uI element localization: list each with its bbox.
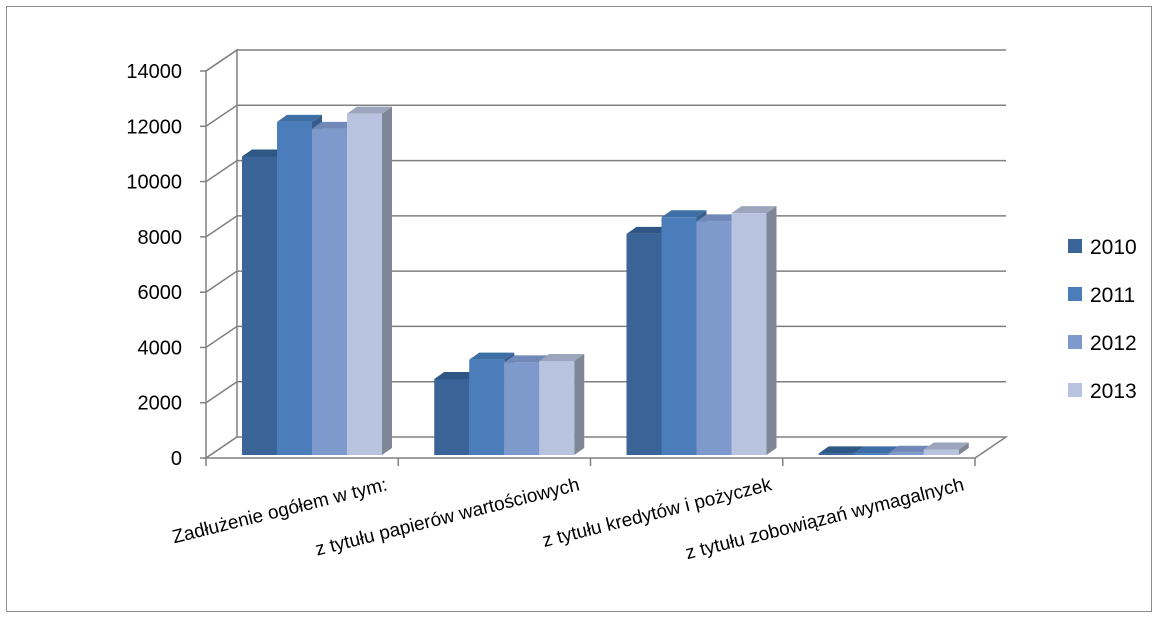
- gridline: [205, 159, 1006, 183]
- bar-2013-2: [731, 213, 767, 455]
- bar-top: [818, 446, 864, 454]
- bar-side: [574, 354, 585, 455]
- bar-top: [888, 445, 934, 453]
- bar-2012-0: [312, 128, 347, 456]
- bar-top: [731, 206, 777, 214]
- bar-2010-0: [242, 156, 277, 455]
- bar-top: [853, 446, 899, 454]
- bar-2012-3: [888, 452, 924, 455]
- bar-top: [696, 214, 742, 222]
- bar-2010-2: [626, 233, 662, 455]
- legend-label: 2012: [1090, 332, 1137, 355]
- gridline: [205, 104, 1006, 127]
- legend-swatch: [1068, 287, 1082, 301]
- side-wall: [205, 48, 238, 460]
- y-tick-label: 0: [171, 448, 182, 470]
- bar-side: [382, 106, 392, 455]
- bar-top: [661, 210, 707, 218]
- bar-top: [539, 354, 585, 362]
- bar-2011-0: [277, 121, 312, 456]
- bar-2013-3: [923, 449, 959, 455]
- bar-2010-3: [818, 453, 854, 455]
- y-tick-label: 10000: [126, 172, 182, 194]
- bar-top: [469, 352, 515, 360]
- bar-top: [923, 442, 969, 450]
- bar-top: [312, 121, 357, 129]
- bar-2012-1: [504, 362, 540, 455]
- legend-label: 2011: [1090, 284, 1135, 307]
- bar-2011-3: [853, 453, 889, 455]
- bar-2011-1: [469, 359, 505, 455]
- legend-swatch: [1068, 383, 1082, 397]
- bar-2011-2: [661, 217, 697, 455]
- bar-2013-0: [347, 113, 382, 455]
- y-tick-label: 12000: [126, 116, 182, 138]
- chart-frame: [6, 6, 1152, 612]
- legend-swatch: [1068, 335, 1082, 349]
- bar-top: [242, 149, 287, 157]
- bar-top: [504, 355, 550, 363]
- y-tick-label: 14000: [126, 61, 182, 83]
- y-tick-label: 4000: [138, 337, 183, 359]
- y-tick-label: 2000: [138, 393, 183, 415]
- y-tick-label: 6000: [138, 282, 183, 304]
- gridline: [205, 49, 1006, 72]
- bar-2012-2: [696, 221, 732, 455]
- bar-top: [277, 114, 322, 122]
- floor: [203, 436, 1009, 459]
- legend-swatch: [1068, 239, 1082, 253]
- bar-top: [347, 106, 392, 114]
- bar-top: [434, 371, 480, 379]
- bar-2010-1: [434, 378, 470, 455]
- bar-top: [626, 226, 672, 234]
- bar-side: [958, 442, 969, 455]
- legend-label: 2010: [1090, 236, 1137, 259]
- bar-side: [766, 206, 777, 455]
- bar-2013-1: [539, 361, 575, 455]
- legend-label: 2013: [1090, 380, 1137, 403]
- y-tick-label: 8000: [138, 227, 183, 249]
